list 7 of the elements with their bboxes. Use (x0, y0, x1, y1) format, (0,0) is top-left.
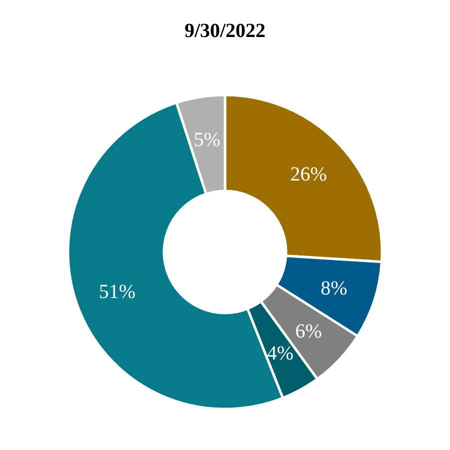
data-label: 26% (290, 164, 327, 186)
data-label: 4% (266, 342, 294, 364)
chart-title: 9/30/2022 (184, 20, 266, 42)
data-label: 6% (295, 320, 322, 342)
data-label: 5% (194, 128, 220, 151)
data-label: 8% (320, 277, 348, 300)
data-label: 51% (98, 280, 136, 303)
